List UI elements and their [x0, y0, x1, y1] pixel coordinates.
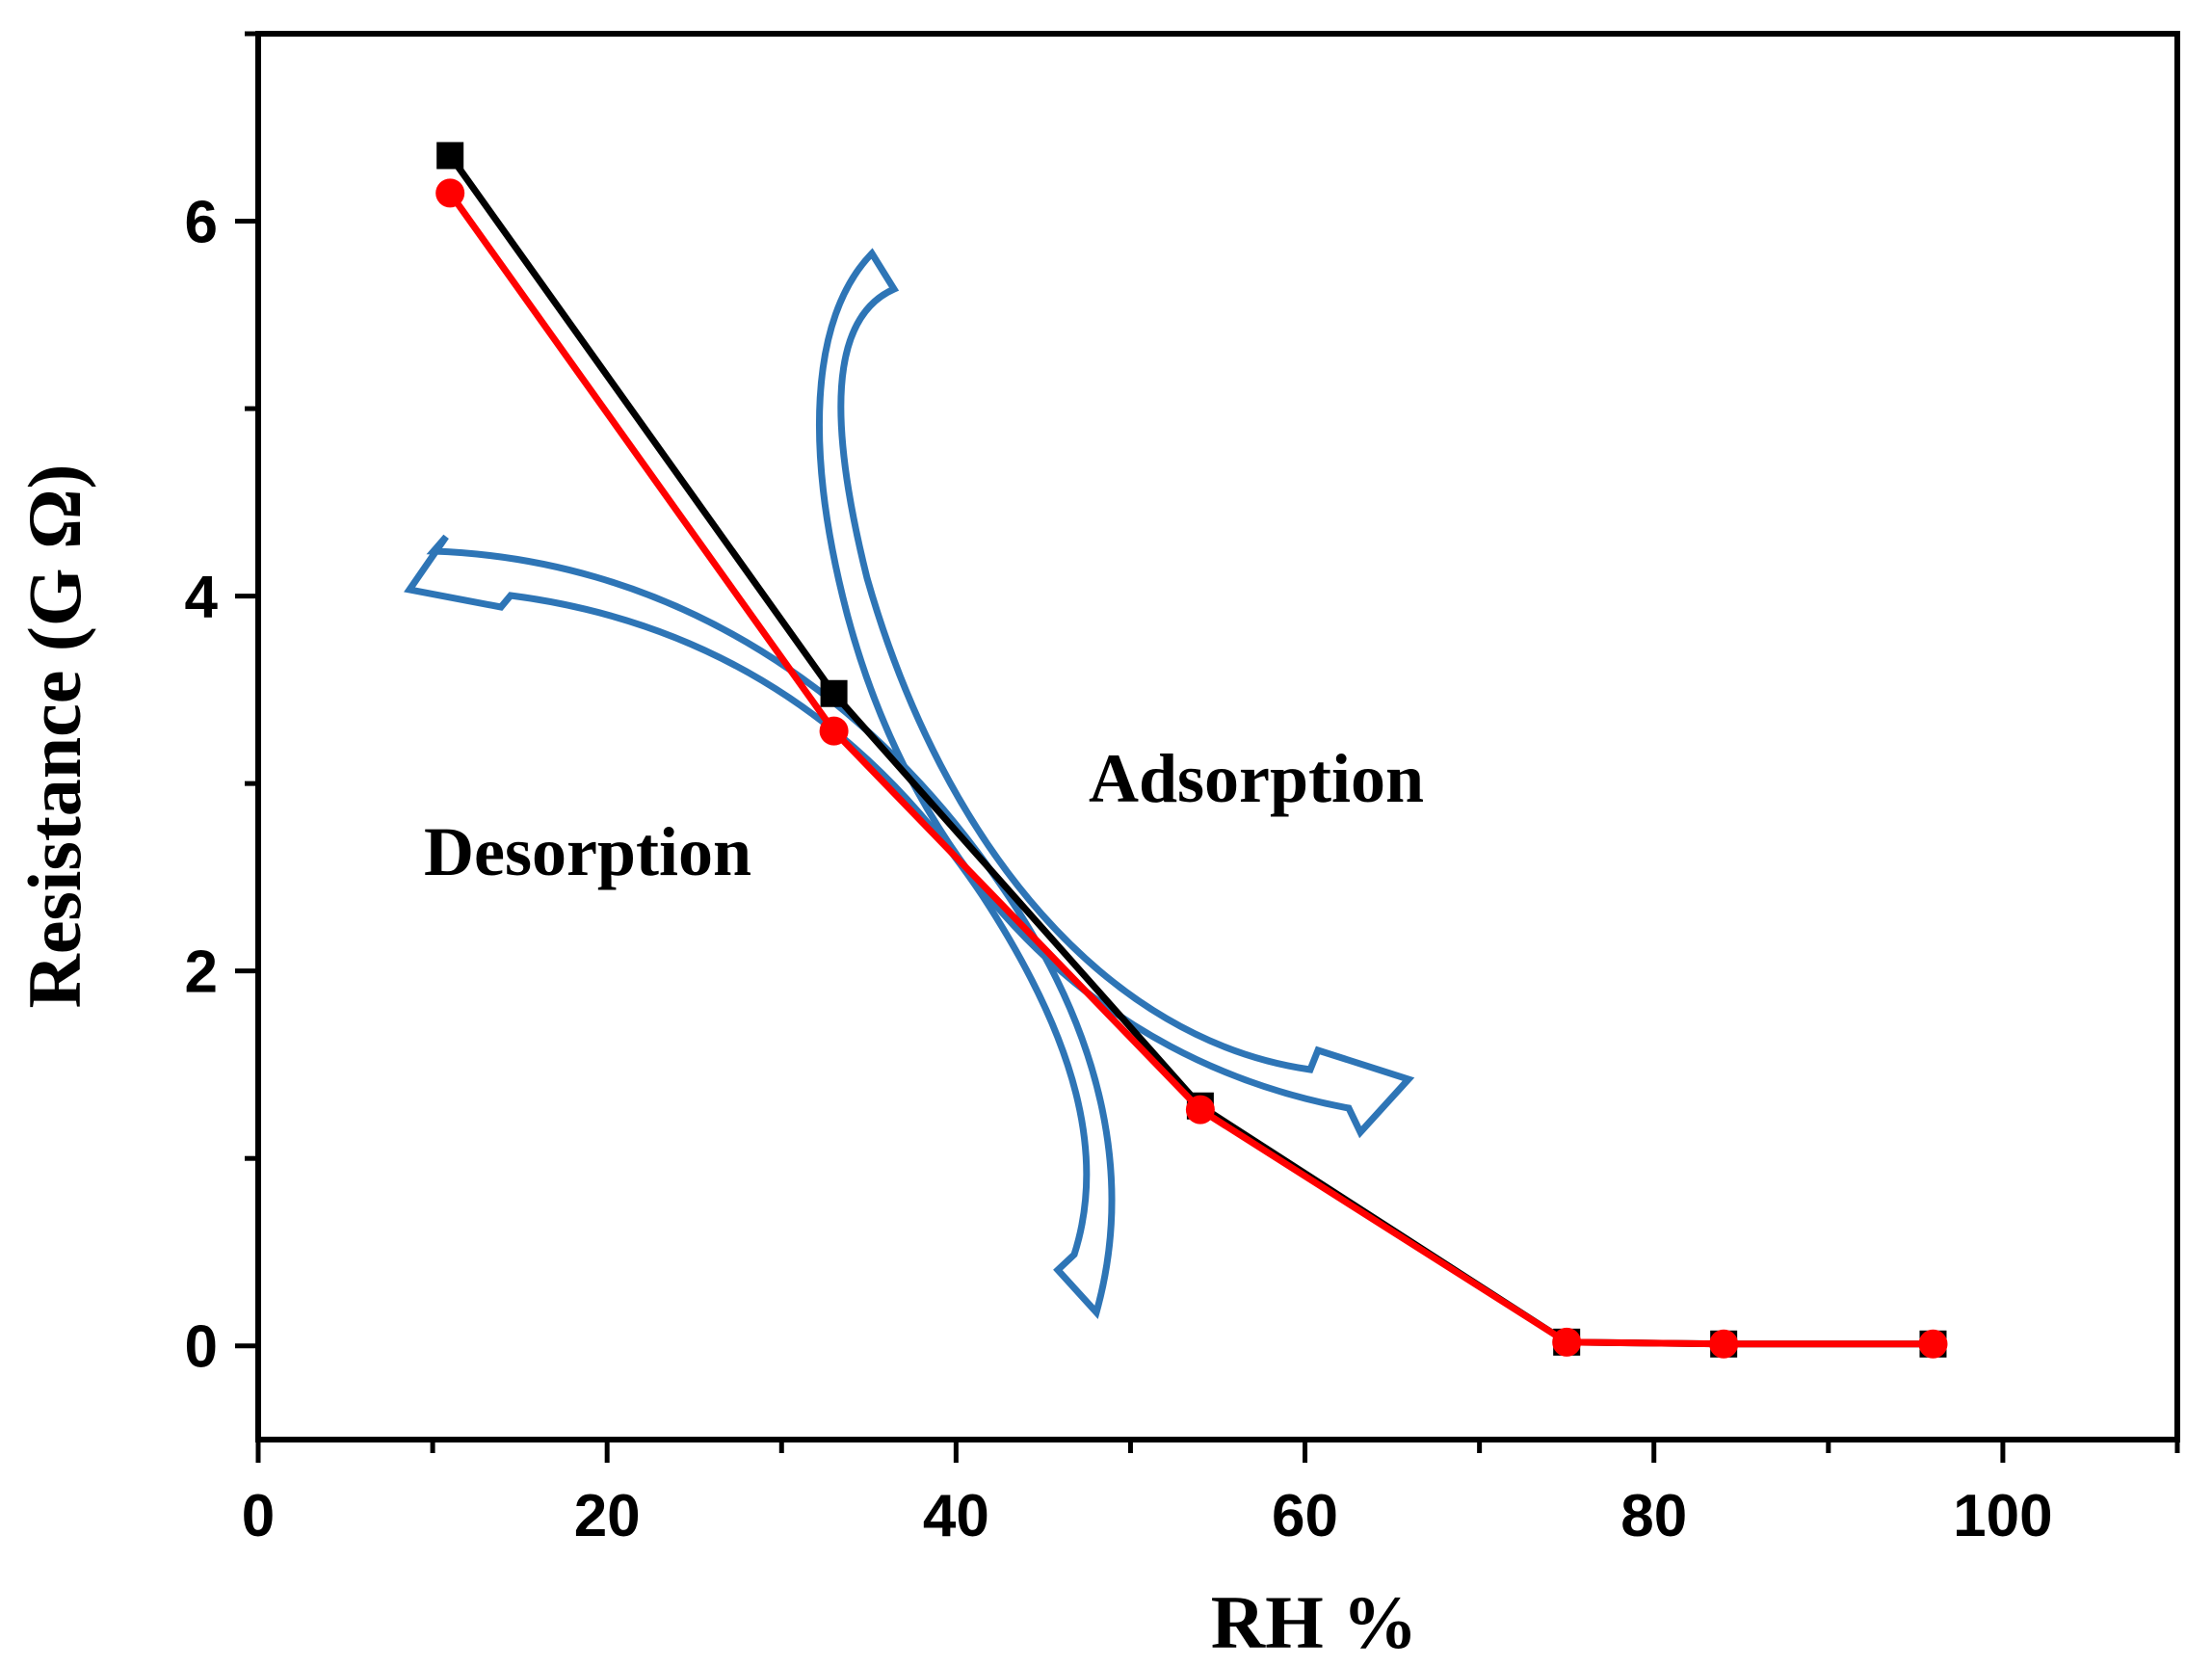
data-point — [819, 716, 849, 746]
x-tick-label: 60 — [1272, 1483, 1338, 1549]
data-point — [1185, 1095, 1215, 1125]
series-desorption — [435, 178, 1948, 1359]
data-point — [1552, 1327, 1582, 1357]
series-layer — [435, 142, 1948, 1359]
data-point — [435, 178, 465, 208]
desorption-label: Desorption — [424, 813, 751, 890]
y-tick-label: 0 — [185, 1314, 218, 1381]
axis-ticks — [235, 31, 2180, 1463]
data-point — [1709, 1329, 1739, 1359]
data-point — [436, 142, 464, 170]
y-axis-title: Resistance (G Ω) — [13, 463, 96, 1008]
x-tick-label: 20 — [574, 1483, 641, 1549]
axis-tick-labels: 0 20 40 60 80 100 0 2 4 6 — [185, 190, 2053, 1549]
y-tick-label: 6 — [185, 190, 218, 256]
data-point — [1918, 1329, 1948, 1359]
adsorption-label: Adsorption — [1089, 740, 1424, 817]
desorption-arrow — [404, 534, 1116, 1320]
plot-frame — [255, 31, 2180, 1442]
x-tick-label: 40 — [923, 1483, 989, 1549]
y-tick-label: 2 — [185, 939, 218, 1006]
adsorption-arrow — [815, 248, 1415, 1139]
x-tick-label: 80 — [1620, 1483, 1687, 1549]
x-tick-label: 0 — [242, 1483, 275, 1549]
data-point — [820, 679, 848, 707]
series-line — [447, 191, 1934, 1348]
x-tick-label: 100 — [1953, 1483, 2052, 1549]
x-axis-title: RH % — [1211, 1580, 1418, 1664]
y-tick-label: 4 — [185, 565, 219, 631]
